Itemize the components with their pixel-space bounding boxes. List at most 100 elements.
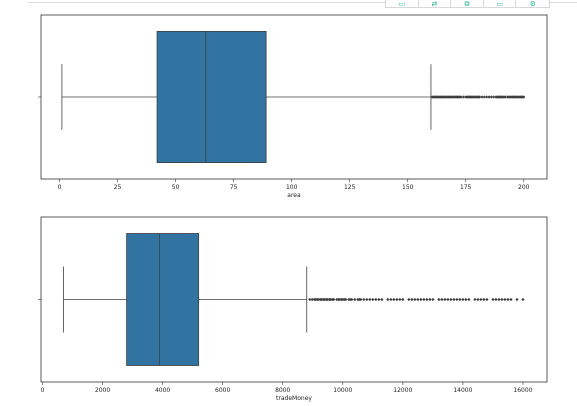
outlier-point (479, 297, 483, 302)
outlier-point (497, 297, 501, 302)
x-tick-label: 12000 (393, 387, 412, 394)
outlier-point (425, 297, 429, 302)
outlier-point (377, 297, 381, 302)
outlier-point (386, 297, 390, 302)
outlier-point (368, 297, 372, 302)
x-tick-label: 175 (460, 184, 472, 191)
area-boxplot-chart: 0 25 50 75 100 125 150 175 200 area (38, 14, 548, 199)
outlier-point (317, 297, 321, 302)
outlier-point (461, 297, 465, 302)
outlier-point (359, 297, 363, 302)
outlier-point (476, 297, 480, 302)
x-tick-label: 25 (114, 184, 122, 191)
settings-icon[interactable]: ⚙ (529, 0, 536, 8)
cell-border-line-right (550, 0, 577, 3)
chart-icon[interactable]: ▭ (386, 0, 419, 8)
outlier-point (509, 297, 513, 302)
outlier-point (431, 297, 435, 302)
outlier-point (452, 297, 456, 302)
outlier-point (428, 297, 432, 302)
outlier-point (437, 297, 441, 302)
outlier-point (443, 297, 447, 302)
outlier-point (467, 297, 471, 302)
outlier-point (389, 297, 393, 302)
outlier-point (500, 297, 504, 302)
outlier-point (344, 297, 348, 302)
x-tick-label: 200 (518, 184, 530, 191)
outlier-point (401, 297, 405, 302)
outlier-point (422, 297, 426, 302)
x-tick-label: 0 (41, 387, 45, 394)
outlier-point (494, 297, 498, 302)
outlier-point (506, 297, 510, 302)
outlier-point (492, 95, 496, 99)
outlier-point (461, 95, 466, 99)
outlier-point (455, 297, 459, 302)
outlier-point (353, 297, 357, 302)
iqr-box (156, 30, 267, 163)
trademoney-boxplot-chart: 0 2000 4000 6000 8000 10000 12000 14000 16000 tra… (38, 216, 548, 402)
outlier-point (398, 297, 402, 302)
x-tick-label: 4000 (155, 387, 170, 394)
x-axis-label: area (287, 192, 301, 199)
outlier-point (350, 297, 354, 302)
outlier-point (503, 95, 507, 99)
x-tick-label: 125 (344, 184, 356, 191)
outlier-point (522, 95, 526, 99)
outlier-point (374, 297, 378, 302)
outlier-point (485, 297, 489, 302)
outlier-point (485, 95, 489, 99)
outlier-point (489, 95, 493, 99)
outlier-point (407, 297, 411, 302)
x-tick-label: 150 (402, 184, 414, 191)
outlier-point (487, 95, 491, 99)
outlier-point (416, 297, 420, 302)
cell-border-line (28, 0, 385, 3)
x-axis-label: tradeMoney (276, 395, 312, 402)
outlier-point (491, 297, 495, 302)
outlier-point (440, 297, 444, 302)
outlier-point (410, 297, 414, 302)
swap-icon[interactable]: ⇄ (419, 0, 452, 8)
x-tick-label: 100 (286, 184, 298, 191)
outlier-point (362, 297, 366, 302)
outlier-point (464, 297, 468, 302)
x-tick-label: 6000 (215, 387, 230, 394)
outlier-point (419, 297, 423, 302)
outlier-point (449, 297, 453, 302)
iqr-box (126, 233, 200, 366)
outlier-point (458, 297, 462, 302)
table-icon[interactable]: ▭ (484, 0, 517, 8)
output-toolbar: ▭ ⇄ ⧉ ▭ ⚙ (385, 0, 550, 8)
x-tick-label: 8000 (275, 387, 290, 394)
outlier-point (459, 95, 463, 99)
outlier-point (482, 297, 486, 302)
outlier-point (521, 297, 525, 302)
outlier-point (371, 297, 375, 302)
filter-icon[interactable]: ⧉ (451, 0, 484, 8)
x-tick-label: 75 (230, 184, 238, 191)
x-tick-label: 2000 (95, 387, 110, 394)
x-tick-label: 50 (172, 184, 180, 191)
outlier-point (326, 297, 330, 302)
x-tick-label: 16000 (513, 387, 532, 394)
outlier-point (515, 297, 519, 302)
outlier-point (446, 297, 450, 302)
outlier-point (332, 297, 336, 302)
x-tick-label: 10000 (333, 387, 352, 394)
outlier-point (478, 95, 482, 99)
outlier-point (473, 297, 477, 302)
x-tick-label: 0 (58, 184, 62, 191)
outlier-point (395, 297, 399, 302)
outlier-point (308, 297, 312, 302)
outlier-point (480, 95, 484, 99)
outlier-point (365, 297, 369, 302)
outlier-point (503, 297, 507, 302)
outlier-point (380, 297, 384, 302)
outlier-point (482, 95, 486, 99)
outlier-point (392, 297, 396, 302)
x-tick-label: 14000 (453, 387, 472, 394)
outlier-point (413, 297, 417, 302)
outlier-point (310, 297, 314, 302)
